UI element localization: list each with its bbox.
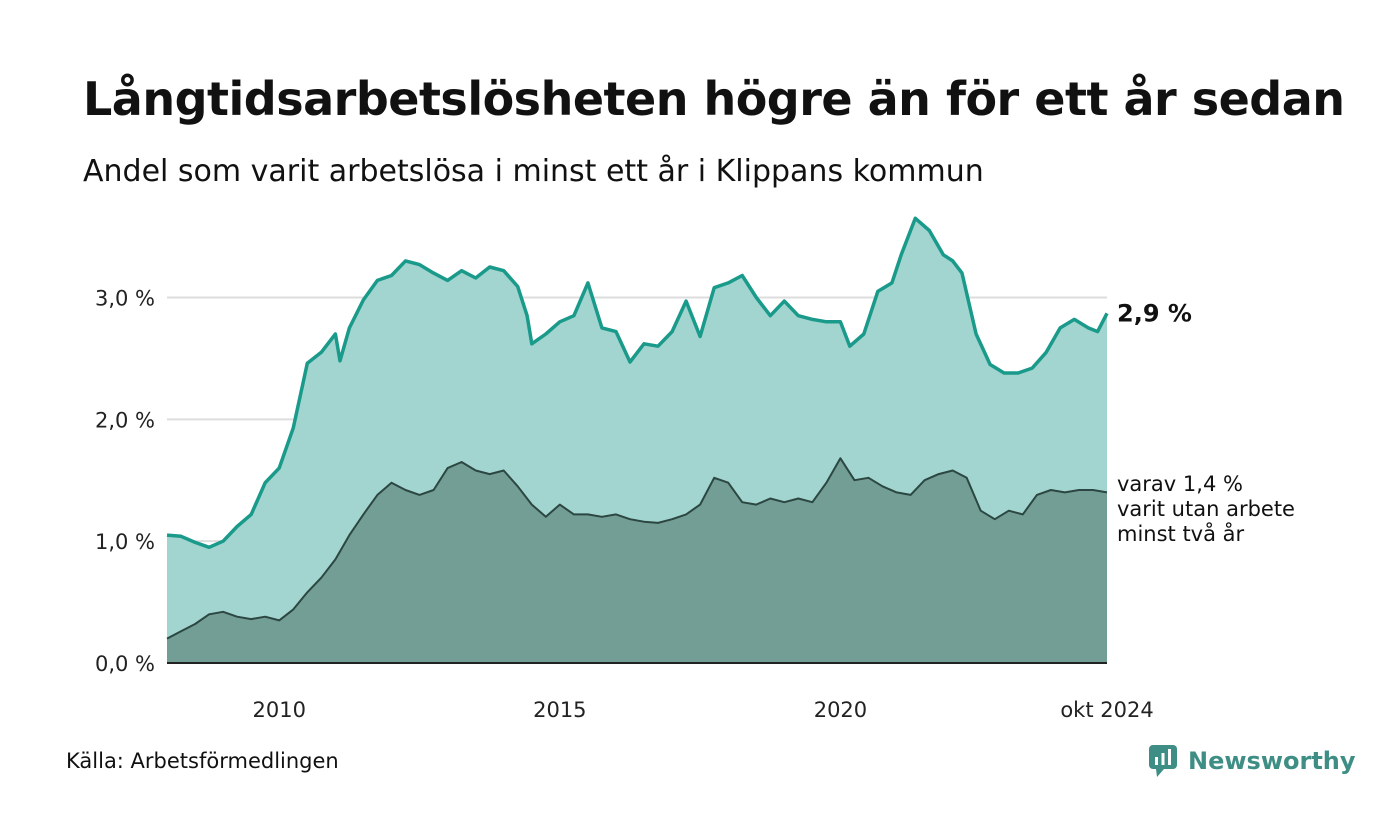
series-two-label-line: minst två år [1117, 521, 1245, 546]
series-two-label-line: varav 1,4 % [1117, 472, 1243, 496]
y-tick-label: 0,0 % [95, 652, 155, 676]
series-areas [166, 216, 1109, 664]
source-note: Källa: Arbetsförmedlingen [66, 749, 339, 773]
chart-title: Långtidsarbetslösheten högre än för ett … [83, 72, 1345, 126]
series-line-minst-tva-ar [166, 457, 1108, 640]
series-two-label-line: varit utan arbete [1117, 497, 1295, 521]
newsworthy-logo-icon [1149, 745, 1177, 777]
chart-subtitle: Andel som varit arbetslösa i minst ett å… [83, 154, 984, 189]
axes: 0,0 % 1,0 % 2,0 % 3,0 % 2010 2015 2020 okt 2024 [95, 286, 1154, 722]
y-tick-label: 3,0 % [95, 286, 155, 310]
y-tick-label: 2,0 % [95, 408, 155, 432]
brand-name: Newsworthy [1188, 747, 1356, 775]
series-line-minst-ett-ar [166, 216, 1109, 550]
y-tick-label: 1,0 % [95, 530, 155, 554]
latest-value-label: 2,9 % [1117, 299, 1192, 327]
x-tick-label: 2020 [814, 698, 867, 722]
series-area-minst-tva-ar [167, 458, 1107, 663]
x-tick-label: 2015 [533, 698, 586, 722]
x-tick-label: okt 2024 [1060, 698, 1153, 722]
brand-logo: Newsworthy [1148, 744, 1356, 778]
x-tick-label: 2010 [253, 698, 306, 722]
